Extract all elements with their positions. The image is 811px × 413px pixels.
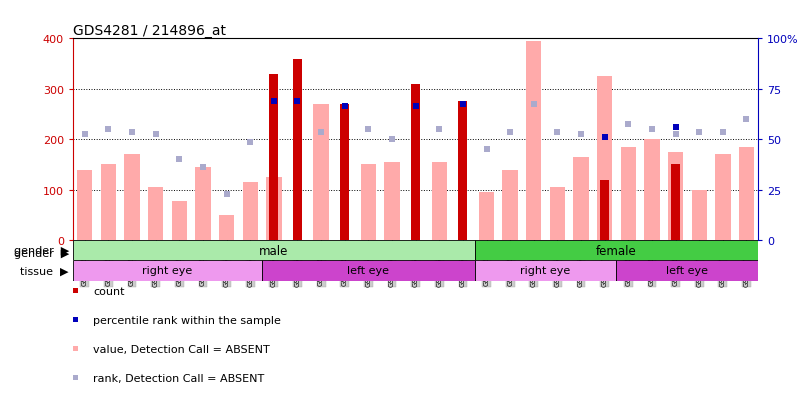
Text: male: male	[260, 244, 289, 257]
Bar	[600, 180, 609, 240]
Text: GDS4281 / 214896_at: GDS4281 / 214896_at	[73, 24, 226, 38]
Bar	[478, 193, 494, 240]
Text: left eye: left eye	[347, 266, 389, 276]
Bar	[219, 216, 234, 240]
Bar	[503, 170, 518, 240]
Bar	[73, 240, 474, 261]
Bar	[526, 42, 542, 240]
Bar	[616, 261, 758, 281]
Bar	[692, 190, 707, 240]
Text: gender  ▶: gender ▶	[14, 248, 69, 258]
Bar	[341, 104, 350, 240]
Bar	[293, 59, 302, 240]
Bar	[620, 147, 636, 240]
Bar	[148, 188, 163, 240]
Text: tissue  ▶: tissue ▶	[20, 266, 69, 276]
Text: right eye: right eye	[521, 266, 571, 276]
Bar	[474, 261, 616, 281]
Bar	[262, 261, 474, 281]
Text: right eye: right eye	[143, 266, 193, 276]
Bar	[573, 157, 589, 240]
Bar	[195, 168, 211, 240]
Bar	[313, 104, 328, 240]
Bar	[739, 147, 754, 240]
Bar	[124, 155, 139, 240]
Text: rank, Detection Call = ABSENT: rank, Detection Call = ABSENT	[93, 373, 264, 383]
Bar	[668, 152, 683, 240]
Text: gender  ▶: gender ▶	[14, 246, 69, 256]
Bar	[73, 261, 262, 281]
Bar	[266, 178, 281, 240]
Bar	[101, 165, 116, 240]
Bar	[77, 170, 92, 240]
Bar	[431, 163, 447, 240]
Bar	[550, 188, 565, 240]
Bar	[361, 165, 376, 240]
Bar	[458, 102, 467, 240]
Bar	[474, 240, 758, 261]
Text: value, Detection Call = ABSENT: value, Detection Call = ABSENT	[93, 344, 270, 354]
Bar	[644, 140, 659, 240]
Bar	[715, 155, 731, 240]
Bar	[242, 183, 258, 240]
Bar	[411, 85, 420, 240]
Text: percentile rank within the sample: percentile rank within the sample	[93, 315, 281, 325]
Text: left eye: left eye	[667, 266, 708, 276]
Bar	[597, 77, 612, 240]
Text: count: count	[93, 286, 125, 296]
Bar	[269, 74, 278, 240]
Bar	[384, 163, 400, 240]
Bar	[172, 201, 187, 240]
Text: female: female	[596, 244, 637, 257]
Bar	[671, 165, 680, 240]
